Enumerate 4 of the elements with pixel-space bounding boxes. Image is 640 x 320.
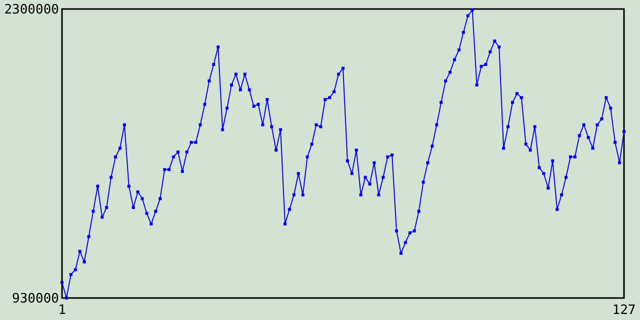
x-tick-label: 1 [58,303,66,318]
y-tick-label: 930000 [12,292,59,307]
x-tick-label: 127 [612,303,636,318]
y-tick-label: 2300000 [4,2,59,18]
